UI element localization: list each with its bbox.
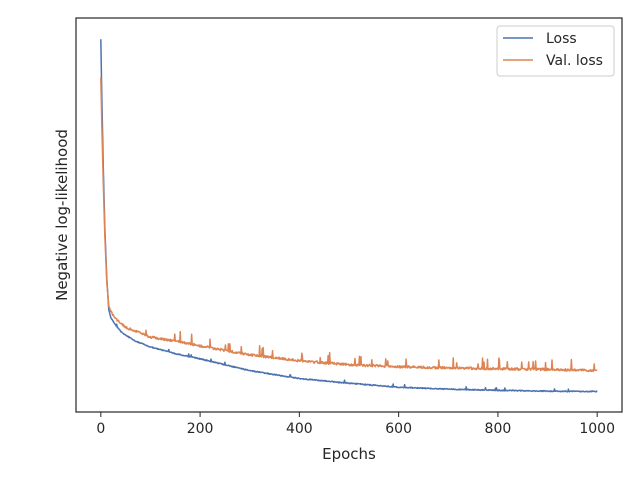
x-axis-label: Epochs bbox=[322, 445, 376, 463]
x-tick-label: 800 bbox=[485, 421, 512, 437]
x-tick-label: 600 bbox=[385, 421, 412, 437]
series-line-loss bbox=[100, 39, 598, 393]
x-tick-label: 1000 bbox=[579, 421, 615, 437]
y-axis-label: Negative log-likelihood bbox=[53, 129, 71, 301]
plot-area bbox=[76, 18, 622, 412]
legend-label-loss: Loss bbox=[546, 31, 577, 47]
x-tick-label: 200 bbox=[187, 421, 214, 437]
x-axis: 0 200 400 600 800 1000 bbox=[96, 412, 615, 437]
series-line-val-loss bbox=[100, 77, 598, 373]
legend: Loss Val. loss bbox=[496, 25, 615, 77]
x-tick-label: 400 bbox=[286, 421, 313, 437]
plot-frame bbox=[75, 17, 623, 413]
legend-label-val-loss: Val. loss bbox=[546, 53, 603, 69]
series-layer bbox=[100, 39, 598, 393]
x-tick-label: 0 bbox=[96, 421, 105, 437]
